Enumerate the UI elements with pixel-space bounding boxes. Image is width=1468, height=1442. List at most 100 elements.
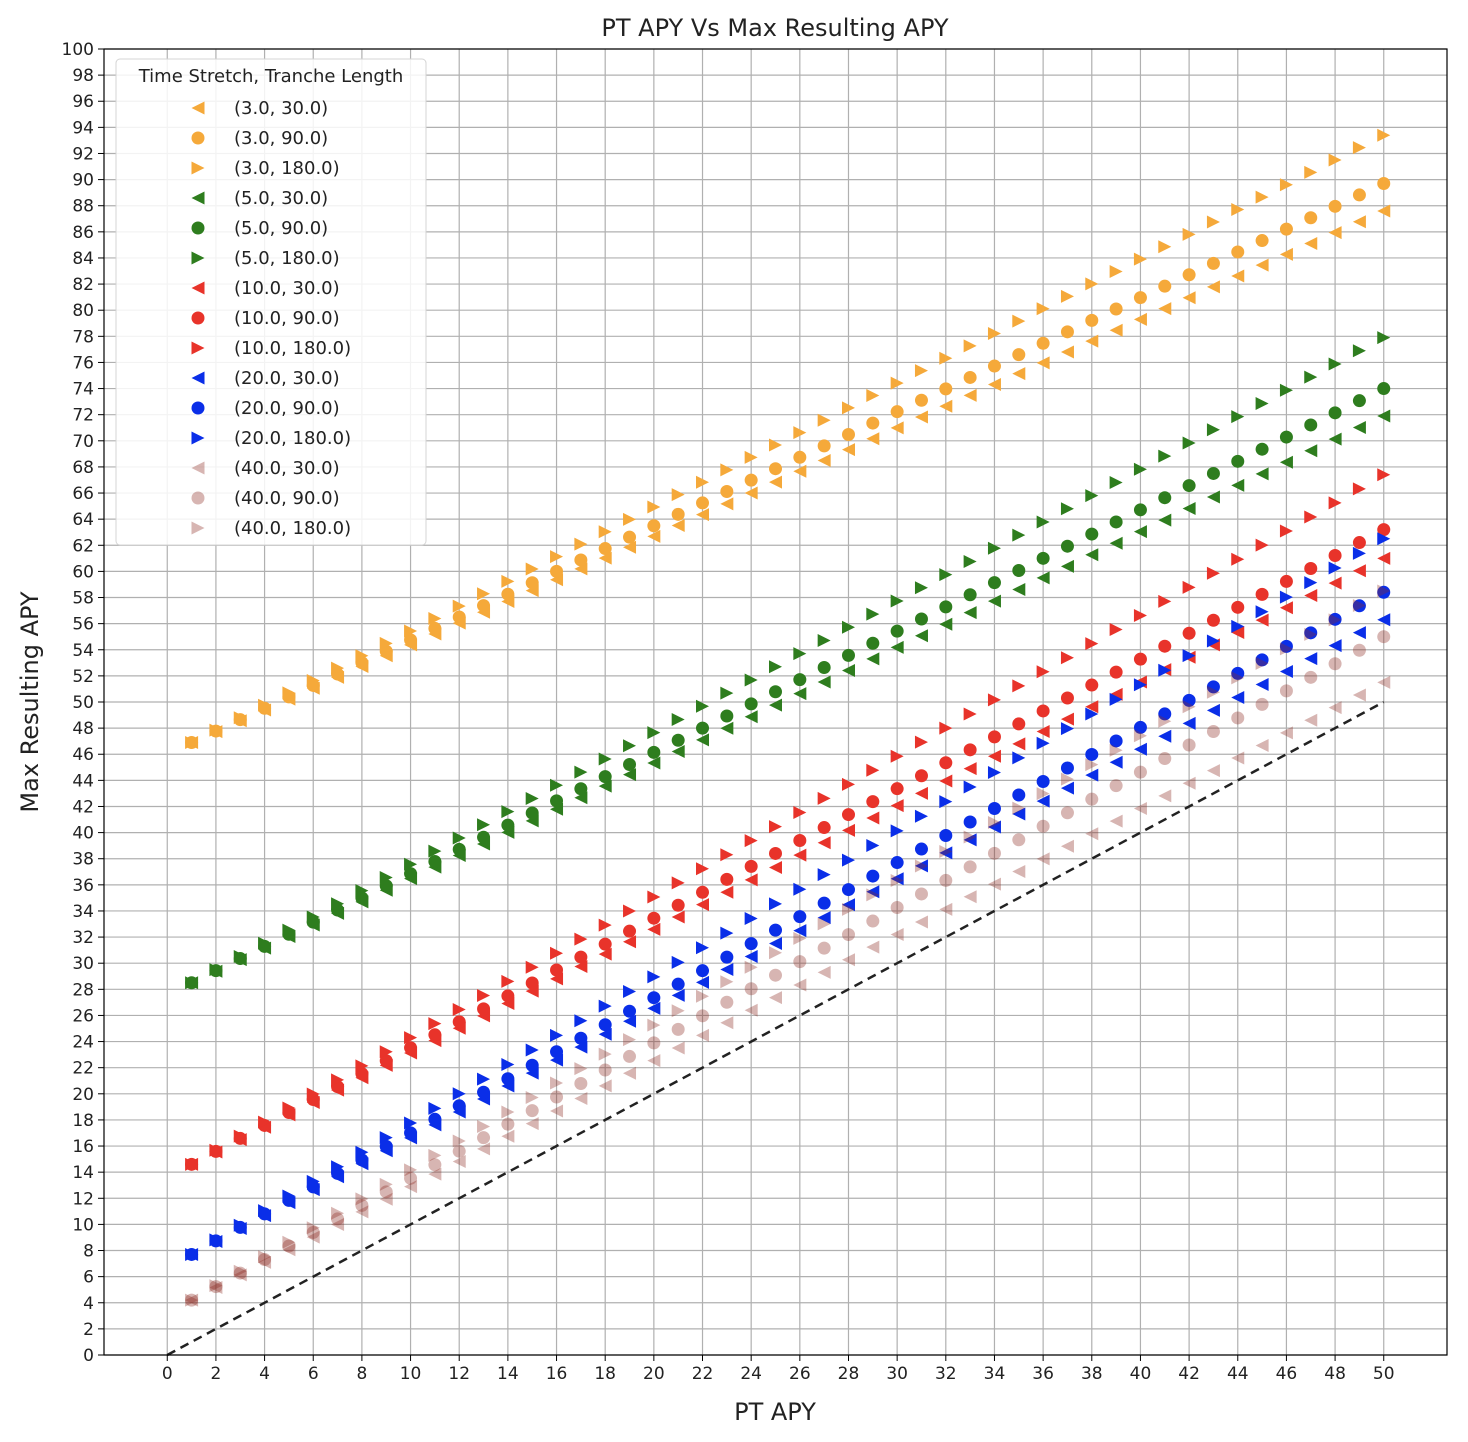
data-point: [379, 1054, 393, 1068]
data-point: [1158, 594, 1172, 608]
data-point: [939, 844, 953, 858]
data-point: [331, 1073, 345, 1087]
data-point: [623, 935, 637, 949]
data-point: [185, 1293, 199, 1307]
data-point: [963, 833, 977, 847]
x-tick-label: 20: [643, 1364, 665, 1384]
data-point: [550, 778, 564, 792]
legend-entry: (40.0, 180.0): [191, 518, 351, 539]
x-tick-label: 24: [740, 1364, 762, 1384]
data-point: [696, 898, 710, 912]
y-tick-label: 50: [72, 693, 94, 713]
data-point: [963, 554, 977, 568]
series-12: [185, 675, 1391, 1307]
x-axis-title: PT APY: [734, 1398, 816, 1426]
data-point: [939, 568, 953, 582]
data-point: [1182, 479, 1196, 493]
data-point: [1012, 801, 1026, 815]
data-point: [233, 1264, 247, 1278]
data-point: [428, 1101, 442, 1115]
y-tick-label: 0: [83, 1346, 94, 1366]
data-point: [404, 1031, 418, 1045]
y-tick-label: 42: [72, 797, 94, 817]
data-point: [1109, 687, 1123, 701]
data-point: [866, 416, 880, 430]
data-point: [817, 821, 831, 835]
y-tick-label: 14: [72, 1163, 94, 1183]
data-point: [1352, 598, 1366, 612]
y-tick-label: 22: [72, 1059, 94, 1079]
data-point: [1304, 444, 1318, 458]
data-point: [671, 876, 685, 890]
data-point: [331, 897, 345, 911]
legend-entry: (3.0, 30.0): [191, 98, 328, 119]
data-point: [987, 802, 1001, 816]
data-point: [306, 1221, 320, 1235]
y-tick-label: 56: [72, 615, 94, 635]
y-tick-label: 98: [72, 66, 94, 86]
x-tick-label: 12: [448, 1364, 470, 1384]
data-point: [258, 698, 272, 712]
legend-entry: (3.0, 90.0): [191, 128, 328, 149]
data-point: [1158, 449, 1172, 463]
x-tick-label: 48: [1324, 1364, 1346, 1384]
data-point: [890, 824, 904, 838]
data-point: [1206, 724, 1220, 738]
data-point: [452, 599, 466, 613]
data-point: [769, 462, 782, 476]
data-point: [1036, 787, 1050, 801]
legend-entries: (3.0, 30.0) (3.0, 90.0) (3.0, 180.0) (5.0, …: [191, 98, 351, 539]
data-point: [987, 359, 1001, 373]
data-point: [1206, 634, 1220, 648]
data-point: [1377, 523, 1391, 537]
data-point: [574, 782, 588, 796]
data-point: [720, 962, 734, 976]
x-tick-label: 38: [1081, 1364, 1103, 1384]
series-7: [185, 523, 1391, 1171]
data-point: [1279, 726, 1293, 740]
data-point: [890, 856, 904, 870]
data-point: [1377, 630, 1391, 644]
data-point: [306, 1230, 320, 1244]
data-point: [1158, 302, 1172, 316]
data-point: [1377, 128, 1391, 142]
x-tick-label: 26: [789, 1364, 811, 1384]
data-point: [1133, 503, 1147, 517]
data-point: [769, 923, 782, 937]
legend-label: (3.0, 30.0): [234, 98, 328, 119]
data-point: [963, 743, 977, 757]
data-point: [1377, 551, 1391, 565]
data-point: [1352, 643, 1366, 657]
data-point: [282, 1101, 296, 1115]
y-tick-label: 30: [72, 954, 94, 974]
data-point: [647, 756, 661, 770]
data-point: [1182, 291, 1196, 305]
data-point: [574, 1062, 588, 1076]
data-point: [1304, 588, 1318, 602]
data-point: [1231, 600, 1245, 614]
data-point: [744, 486, 758, 500]
data-point: [671, 988, 685, 1002]
data-point: [623, 1014, 637, 1028]
data-point: [1133, 312, 1147, 326]
reference-line: [166, 700, 1385, 1357]
data-point: [1012, 679, 1026, 693]
data-point: [696, 885, 710, 899]
data-point: [428, 1158, 442, 1172]
data-point: [1231, 671, 1245, 685]
data-point: [623, 985, 637, 999]
data-point: [1328, 226, 1342, 240]
data-point: [744, 450, 758, 464]
data-point: [1158, 729, 1172, 743]
y-tick-label: 80: [72, 301, 94, 321]
legend-label: (10.0, 30.0): [234, 278, 340, 299]
data-point: [1377, 584, 1391, 598]
x-tick-label: 22: [692, 1364, 714, 1384]
data-point: [1109, 734, 1123, 748]
data-point: [1158, 639, 1172, 653]
data-point: [428, 1148, 442, 1162]
data-point: [1377, 204, 1391, 218]
data-point: [914, 859, 928, 873]
data-point: [1352, 215, 1366, 229]
data-point: [793, 806, 807, 820]
